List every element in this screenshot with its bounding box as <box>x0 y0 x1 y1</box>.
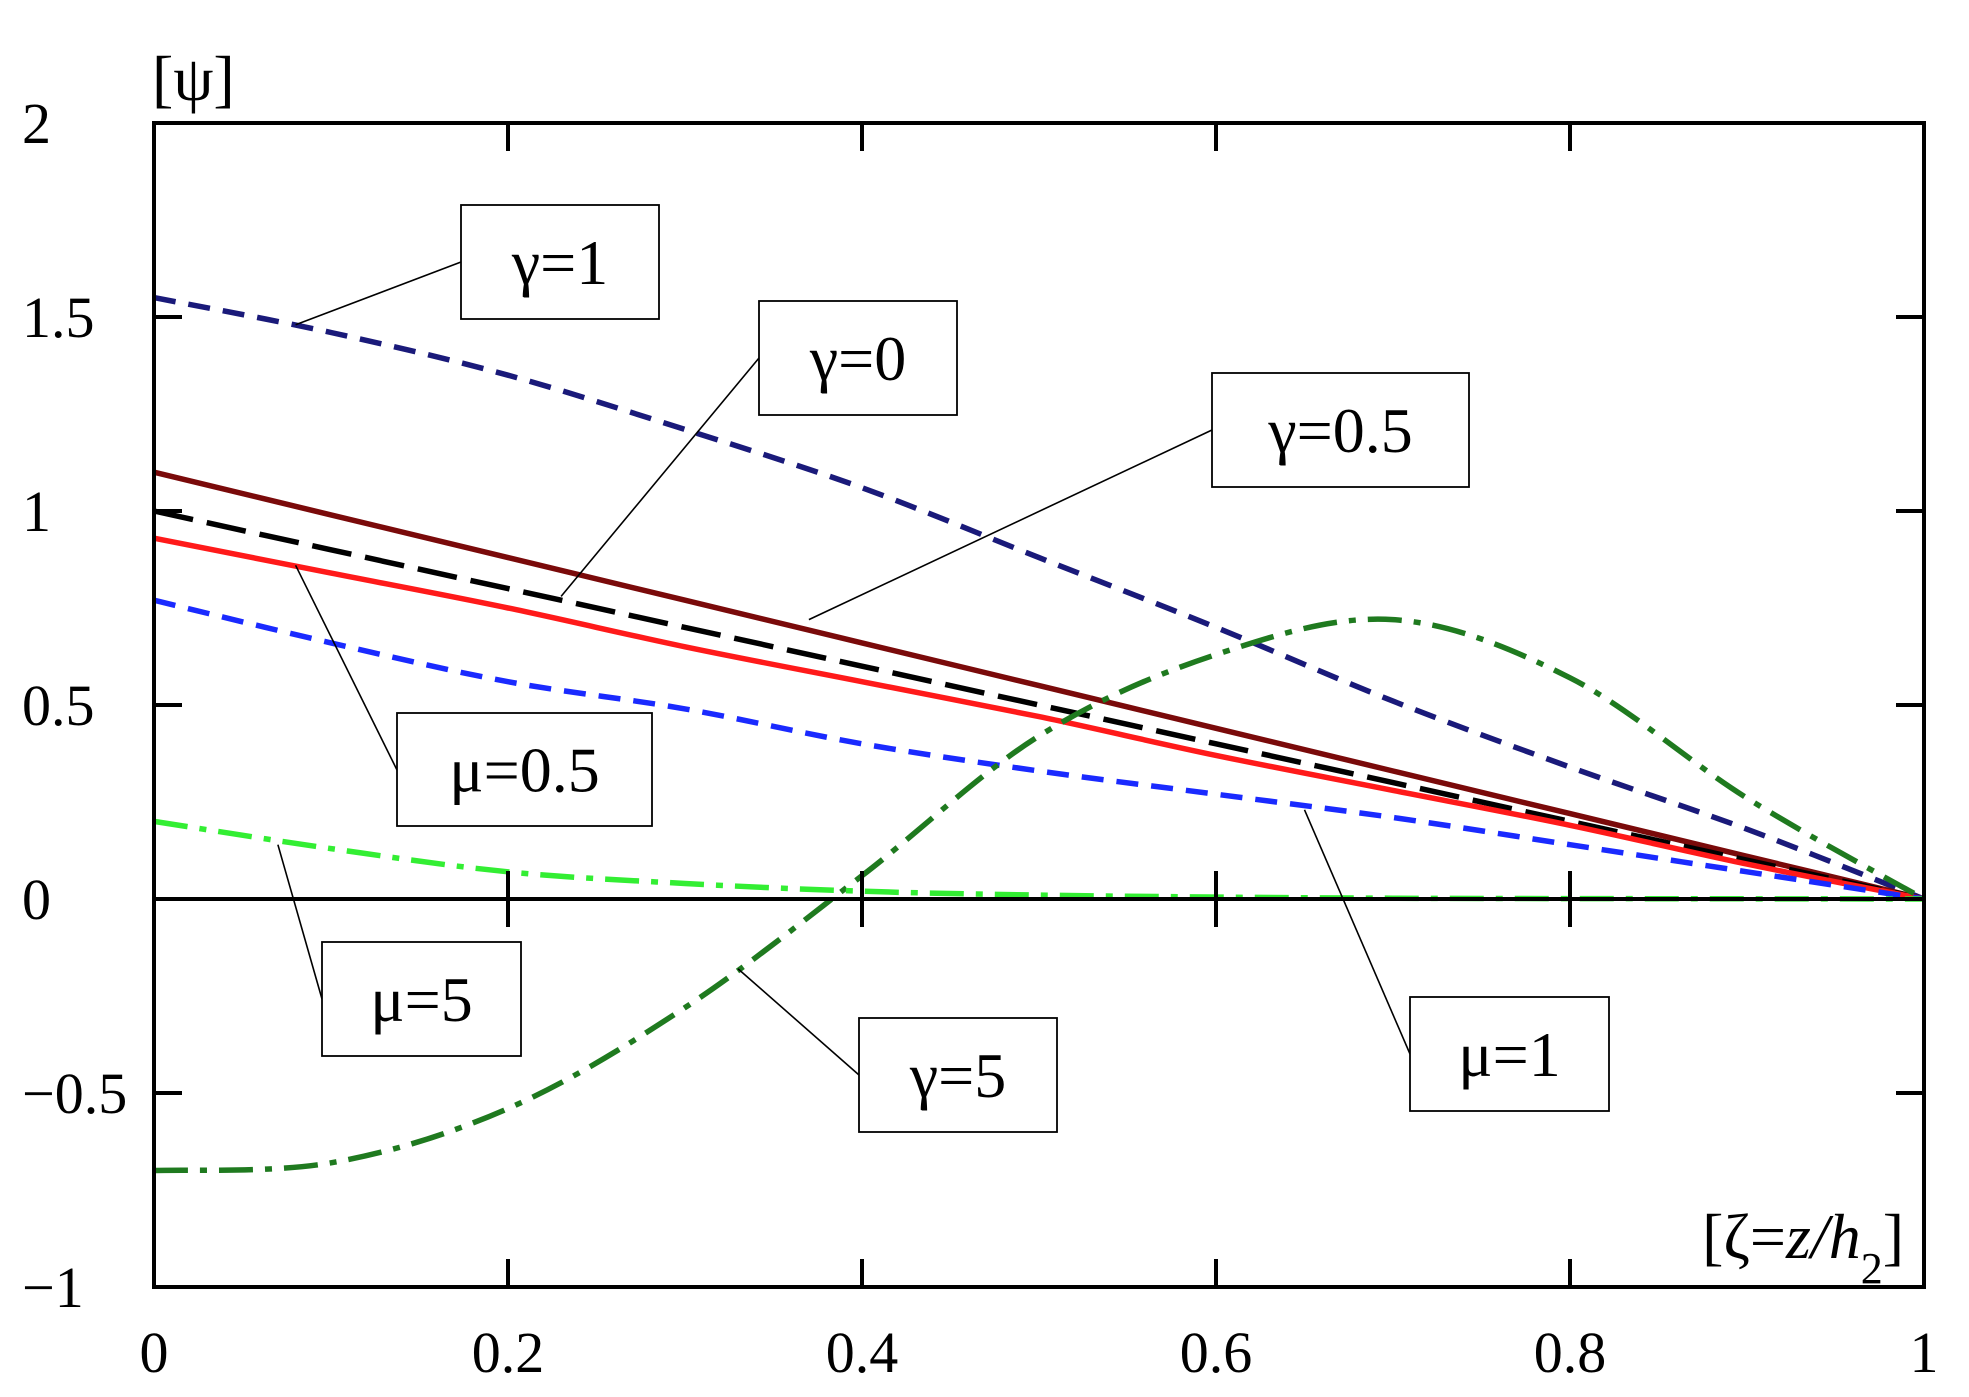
callout-box <box>858 1017 1058 1133</box>
callout-label: μ=1 <box>1458 1019 1560 1090</box>
x-tick-label: 0.2 <box>472 1320 545 1385</box>
series-line <box>153 508 1925 902</box>
callout-leader <box>295 261 462 326</box>
callout-label: γ=0.5 <box>1267 395 1412 466</box>
callout-leader <box>294 564 398 771</box>
callout-box <box>1409 996 1610 1112</box>
y-tick-label: −0.5 <box>22 1061 127 1126</box>
x-axis-label: [ζ=z/h2] <box>1702 1201 1904 1293</box>
callout-label: μ=0.5 <box>449 735 599 806</box>
y-tick-label: 0.5 <box>22 673 95 738</box>
y-tick-label: 0 <box>22 867 51 932</box>
series-line <box>153 294 1926 902</box>
y-tick-label: 2 <box>22 91 51 156</box>
callout-leader <box>808 429 1213 621</box>
callout-label: γ=0 <box>809 323 906 394</box>
callout-label: μ=5 <box>370 964 472 1035</box>
callout-box <box>1211 372 1470 488</box>
series-layer <box>153 294 1926 1174</box>
callout-label: γ=5 <box>909 1040 1006 1111</box>
callout-box <box>396 712 653 827</box>
series-line <box>153 616 1926 1174</box>
callout-label: γ=1 <box>511 227 608 298</box>
x-tick-label: 0 <box>140 1320 169 1385</box>
x-axis-label-sub: 2 <box>1861 1244 1883 1293</box>
series-line <box>153 469 1925 902</box>
callout-leader <box>277 844 323 1000</box>
x-axis-label-suffix: ] <box>1883 1201 1904 1272</box>
tick-layer: 0 0.2 0.4 0.6 0.8 1 −1 −0.5 0 0.5 1 1.5 2 <box>22 91 1939 1385</box>
x-tick-label: 1 <box>1910 1320 1939 1385</box>
callout-layer: γ=1 γ=0 γ=0.5 μ=0.5 μ=5 γ=5 μ=1 <box>277 204 1610 1133</box>
y-tick-label: −1 <box>22 1255 84 1320</box>
x-axis-label-background <box>1606 1178 1912 1274</box>
x-tick-label: 0.6 <box>1180 1320 1253 1385</box>
y-tick-label: 1.5 <box>22 285 95 350</box>
callout-leader <box>737 968 860 1076</box>
y-axis-label: [ψ] <box>152 43 235 114</box>
x-tick-label: 0.4 <box>826 1320 899 1385</box>
callout-leader <box>1303 809 1411 1055</box>
series-line <box>153 535 1925 902</box>
callout-box <box>758 300 958 416</box>
callout-leader <box>560 357 760 597</box>
x-tick-label: 0.8 <box>1534 1320 1607 1385</box>
x-axis-label-prefix: [ζ= <box>1702 1201 1786 1272</box>
x-axis-label-var: z/h <box>1785 1201 1861 1272</box>
callout-box <box>460 204 660 320</box>
y-tick-label: 1 <box>22 479 51 544</box>
callout-box <box>321 941 522 1057</box>
